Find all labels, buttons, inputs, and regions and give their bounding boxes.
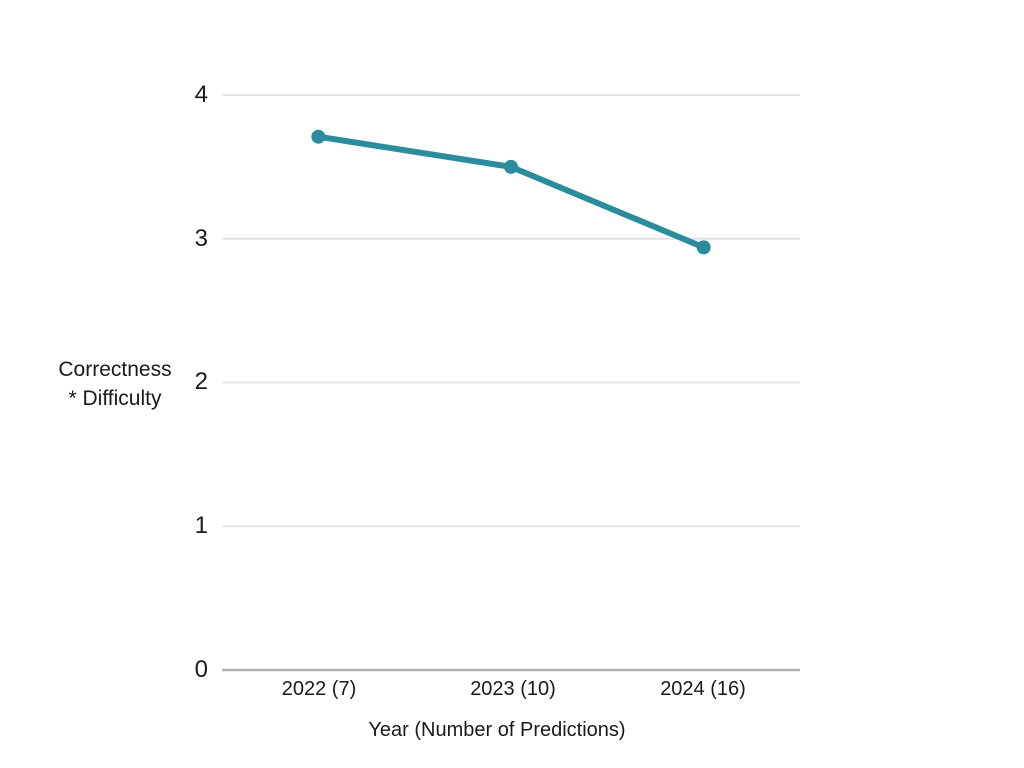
- x-tick-label-2024: 2024 (16): [660, 678, 746, 700]
- data-point: [311, 129, 326, 144]
- y-tick-label-2: 2: [194, 368, 208, 395]
- y-axis-title: Correctness * Difficulty: [30, 355, 200, 413]
- x-axis-title: Year (Number of Predictions): [368, 719, 626, 741]
- y-axis-title-line-2: * Difficulty: [68, 387, 162, 410]
- y-tick-label-0: 0: [194, 656, 208, 683]
- data-point: [504, 159, 518, 174]
- y-tick-label-4: 4: [194, 81, 208, 108]
- data-point: [696, 240, 711, 255]
- series-line: [315, 133, 707, 251]
- y-tick-label-1: 1: [194, 512, 208, 539]
- y-tick-label-3: 3: [194, 225, 208, 252]
- y-axis-title-line-1: Correctness: [58, 358, 172, 381]
- x-tick-label-2023: 2023 (10): [470, 678, 556, 700]
- x-tick-label-2022: 2022 (7): [281, 678, 357, 700]
